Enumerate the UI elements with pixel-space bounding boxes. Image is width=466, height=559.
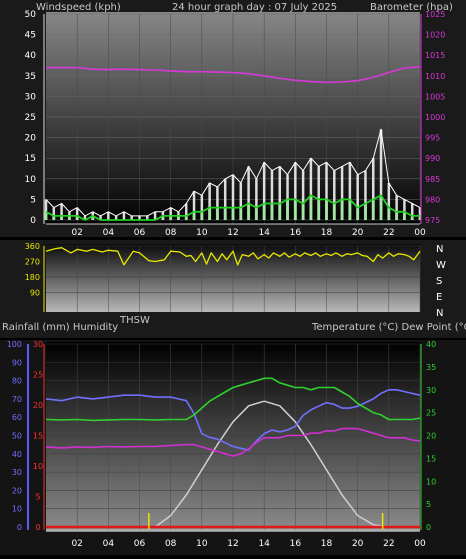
temperature-axis-tick-label: 35	[426, 363, 436, 372]
dewpoint-line	[45, 427, 421, 457]
direction-axis-tick-label: 270	[25, 258, 40, 267]
compass-label: S	[436, 276, 442, 287]
compass-label: W	[436, 260, 446, 271]
barometer-axis-tick-label: 1025	[425, 10, 445, 19]
wind-x-tick-label: 04	[103, 228, 115, 238]
temperature-x-tick-label: 16	[290, 539, 302, 549]
wind-direction-line	[45, 247, 421, 266]
wind-x-tick-label: 20	[352, 228, 364, 238]
wind-axis-tick-label: 5	[30, 195, 36, 205]
temperature-x-tick-label: 22	[383, 539, 394, 549]
wind-average-line	[45, 194, 420, 221]
humidity-axis-tick-label: 100	[7, 340, 22, 349]
humidity-axis-tick-label: 10	[12, 505, 22, 514]
wind-x-tick-label: 02	[71, 228, 82, 238]
temperature-axis-tick-label: 15	[426, 454, 436, 463]
temperature-x-tick-label: 00	[414, 539, 426, 549]
humidity-axis-tick-label: 30	[12, 468, 22, 477]
wind-axis-tick-label: 20	[25, 134, 37, 144]
wind-axis-tick-label: 25	[25, 113, 36, 123]
humidity-axis-tick-label: 50	[12, 432, 22, 441]
compass-label: N	[436, 244, 443, 255]
temperature-x-tick-label: 12	[227, 539, 238, 549]
wind-x-tick-label: 00	[414, 228, 426, 238]
humidity-axis-tick-label: 80	[12, 377, 22, 386]
barometer-axis-tick-label: 1000	[425, 113, 445, 122]
temperature-x-tick-label: 20	[352, 539, 364, 549]
rain-axis-tick-label: 20	[33, 401, 43, 410]
wind-x-tick-label: 16	[290, 228, 302, 238]
humidity-axis-tick-label: 70	[12, 395, 22, 404]
humidity-axis-tick-label: 0	[17, 523, 22, 532]
direction-axis-tick-label: 360	[25, 242, 40, 251]
header-temp-dew-label: Temperature (°C) Dew Point (°C)	[311, 322, 466, 333]
wind-axis-tick-label: 50	[25, 10, 37, 20]
humidity-axis-tick-label: 90	[12, 358, 22, 367]
humidity-axis-tick-label: 40	[12, 450, 22, 459]
barometer-axis-tick-label: 1005	[425, 92, 445, 101]
wind-x-tick-label: 14	[258, 228, 270, 238]
humidity-axis-tick-label: 20	[12, 486, 22, 495]
temperature-x-tick-label: 02	[71, 539, 82, 549]
humidity-line	[45, 388, 421, 451]
wind-axis-tick-label: 30	[25, 92, 37, 102]
barometer-axis-tick-label: 1010	[425, 72, 445, 81]
temperature-axis-tick-label: 10	[426, 477, 436, 486]
wind-x-tick-label: 08	[165, 228, 177, 238]
barometer-axis-tick-label: 985	[425, 175, 440, 184]
wind-x-tick-label: 12	[227, 228, 238, 238]
barometer-line	[46, 65, 421, 84]
wind-axis-tick-label: 15	[25, 154, 36, 164]
header-rain-humidity-label: Rainfall (mm) Humidity	[2, 322, 118, 333]
wind-x-tick-label: 06	[134, 228, 146, 238]
barometer-axis-tick-label: 1020	[425, 31, 445, 40]
temperature-axis-tick-label: 40	[426, 340, 436, 349]
header-barometer-label: Barometer (hpa)	[370, 2, 453, 13]
temperature-x-tick-label: 18	[321, 539, 333, 549]
temperature-x-tick-label: 04	[103, 539, 115, 549]
header-thsw-label: THSW	[119, 315, 150, 326]
temperature-x-tick-label: 10	[196, 539, 208, 549]
rain-axis-tick-label: 5	[35, 493, 40, 502]
direction-axis-tick-label: 90	[30, 289, 40, 298]
compass-label: N	[436, 308, 443, 319]
temperature-x-tick-label: 06	[134, 539, 146, 549]
barometer-axis-tick-label: 980	[425, 195, 440, 204]
direction-axis-tick-label: 180	[25, 273, 40, 282]
temperature-axis-tick-label: 30	[426, 386, 436, 395]
wind-axis-tick-label: 45	[25, 31, 36, 41]
temperature-axis-tick-label: 25	[426, 409, 436, 418]
header-graph-title: 24 hour graph day : 07 July 2025	[172, 2, 337, 13]
temperature-line	[45, 377, 421, 422]
rain-axis-tick-label: 0	[35, 523, 40, 532]
barometer-axis-tick-label: 1015	[425, 51, 445, 60]
temperature-axis-tick-label: 0	[426, 523, 431, 532]
compass-label: E	[436, 292, 442, 303]
barometer-axis-tick-label: 975	[425, 216, 440, 225]
wind-axis-tick-label: 40	[25, 51, 37, 61]
rain-axis-tick-label: 25	[33, 371, 43, 380]
humidity-axis-tick-label: 60	[12, 413, 22, 422]
rain-axis-tick-label: 15	[33, 432, 43, 441]
temperature-x-tick-label: 14	[258, 539, 270, 549]
wind-axis-tick-label: 0	[30, 216, 36, 226]
rain-axis-tick-label: 10	[33, 462, 43, 471]
temperature-x-tick-label: 08	[165, 539, 177, 549]
wind-x-tick-label: 10	[196, 228, 208, 238]
wind-x-tick-label: 18	[321, 228, 333, 238]
barometer-axis-tick-label: 995	[425, 134, 440, 143]
temperature-axis-tick-label: 5	[426, 500, 431, 509]
wind-axis-tick-label: 10	[25, 175, 37, 185]
barometer-axis-tick-label: 990	[425, 154, 440, 163]
thsw-line	[154, 400, 389, 528]
temperature-axis-tick-label: 20	[426, 432, 436, 441]
wind-gust-line	[45, 128, 421, 217]
header-windspeed-label: Windspeed (kph)	[36, 2, 121, 13]
wind-axis-tick-label: 35	[25, 72, 36, 82]
wind-x-tick-label: 22	[383, 228, 394, 238]
rain-axis-tick-label: 30	[33, 340, 43, 349]
